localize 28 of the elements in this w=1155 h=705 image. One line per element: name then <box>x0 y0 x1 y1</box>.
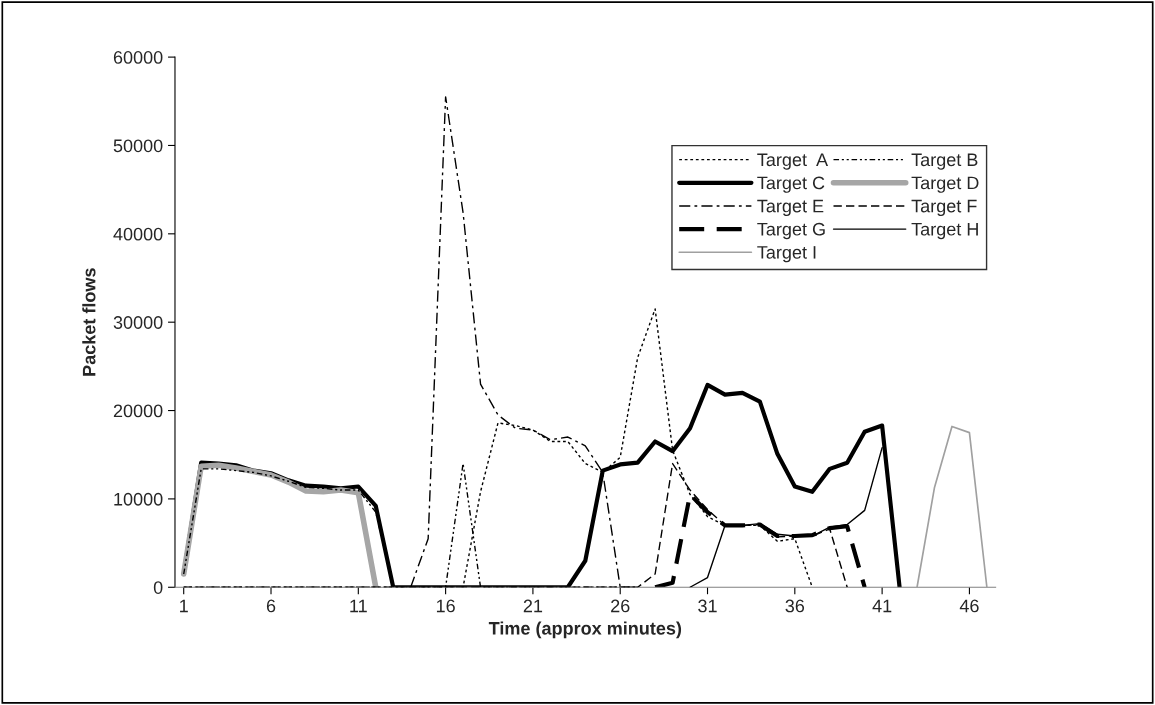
legend-label: Target B <box>911 153 978 170</box>
x-tick-label: 6 <box>266 599 276 613</box>
y-tick-label: 30000 <box>113 316 163 329</box>
x-tick-label: 31 <box>698 599 717 613</box>
legend-label: Target A <box>757 153 829 170</box>
legend-label: Target E <box>757 199 824 217</box>
y-tick-label: 10000 <box>114 492 163 506</box>
x-tick-label: 46 <box>959 599 979 613</box>
x-tick-label: 41 <box>872 599 892 613</box>
legend-label: Target F <box>911 199 977 217</box>
legend-label: Target D <box>911 176 979 193</box>
x-tick-label: 26 <box>611 599 630 613</box>
y-tick-label: 40000 <box>113 227 163 241</box>
y-tick-label: 0 <box>153 581 163 594</box>
x-tick-label: 1 <box>180 599 188 613</box>
x-tick-label: 21 <box>523 599 543 613</box>
legend-label: Target I <box>757 246 816 263</box>
legend-label: Target G <box>757 222 825 240</box>
legend-label: Target H <box>911 222 978 240</box>
legend-label: Target C <box>757 176 825 193</box>
x-axis-title: Time (approx minutes) <box>488 621 682 639</box>
x-tick-label: 11 <box>350 599 367 613</box>
y-tick-label: 60000 <box>113 51 163 64</box>
y-tick-label: 50000 <box>113 139 163 153</box>
y-tick-label: 20000 <box>113 404 163 418</box>
x-tick-label: 36 <box>785 599 805 613</box>
x-tick-label: 16 <box>436 599 455 613</box>
y-axis-title: Packet flows <box>82 268 96 376</box>
